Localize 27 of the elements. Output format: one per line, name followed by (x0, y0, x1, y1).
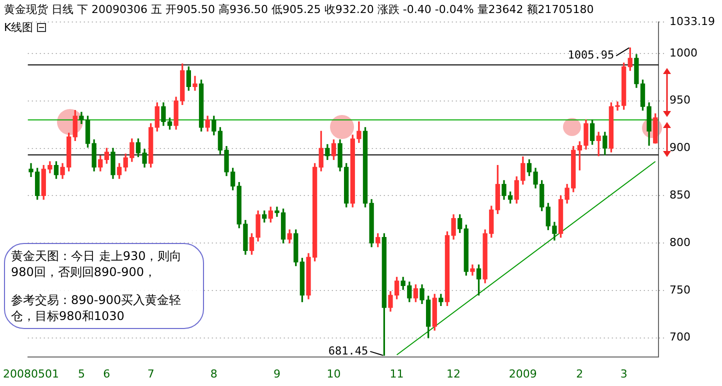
annotation: 681.45 (328, 344, 368, 358)
x-tick-label: 7 (147, 367, 154, 380)
y-tick-label: 750 (670, 283, 691, 296)
x-tick-label: 6 (103, 367, 110, 380)
annotation: 1005.95 (568, 48, 614, 62)
x-tick-label: 8 (210, 367, 218, 380)
chart-title: 黄金现货 日线 下 20090306 五 开905.50 高936.50 低905.25 收932.20 涨跌 -0.40 -0.04% 量23642 额21705180 (4, 2, 594, 17)
chart-subtitle: K线图 (4, 20, 34, 35)
y-tick-label: 950 (670, 94, 691, 107)
x-tick-label: 3 (620, 367, 628, 380)
annotation: 参考交易：890-900买入黄金轻仓，目标980和1030 (11, 292, 182, 324)
x-tick-label: 12 (446, 367, 461, 380)
y-tick-label: 700 (670, 330, 691, 344)
x-tick-label: 20080501 (3, 367, 60, 380)
x-tick-label: 9 (273, 367, 280, 380)
x-tick-label: 5 (78, 367, 85, 380)
x-tick-label: 10 (326, 367, 341, 380)
x-tick-label: 11 (390, 367, 404, 380)
x-tick-label: 2009 (508, 367, 537, 380)
y-tick-label: 800 (670, 236, 691, 249)
x-tick-label: 2 (576, 367, 584, 380)
y-tick-label: 1033.19 (670, 14, 716, 28)
candlestick (192, 76, 198, 91)
y-tick-label: 1000 (670, 46, 698, 60)
y-tick-label: 900 (670, 141, 691, 154)
annotation: 黄金天图：今日 走上930，则向980回，否则回890-900， (11, 248, 183, 280)
y-tick-label: 850 (670, 188, 691, 202)
